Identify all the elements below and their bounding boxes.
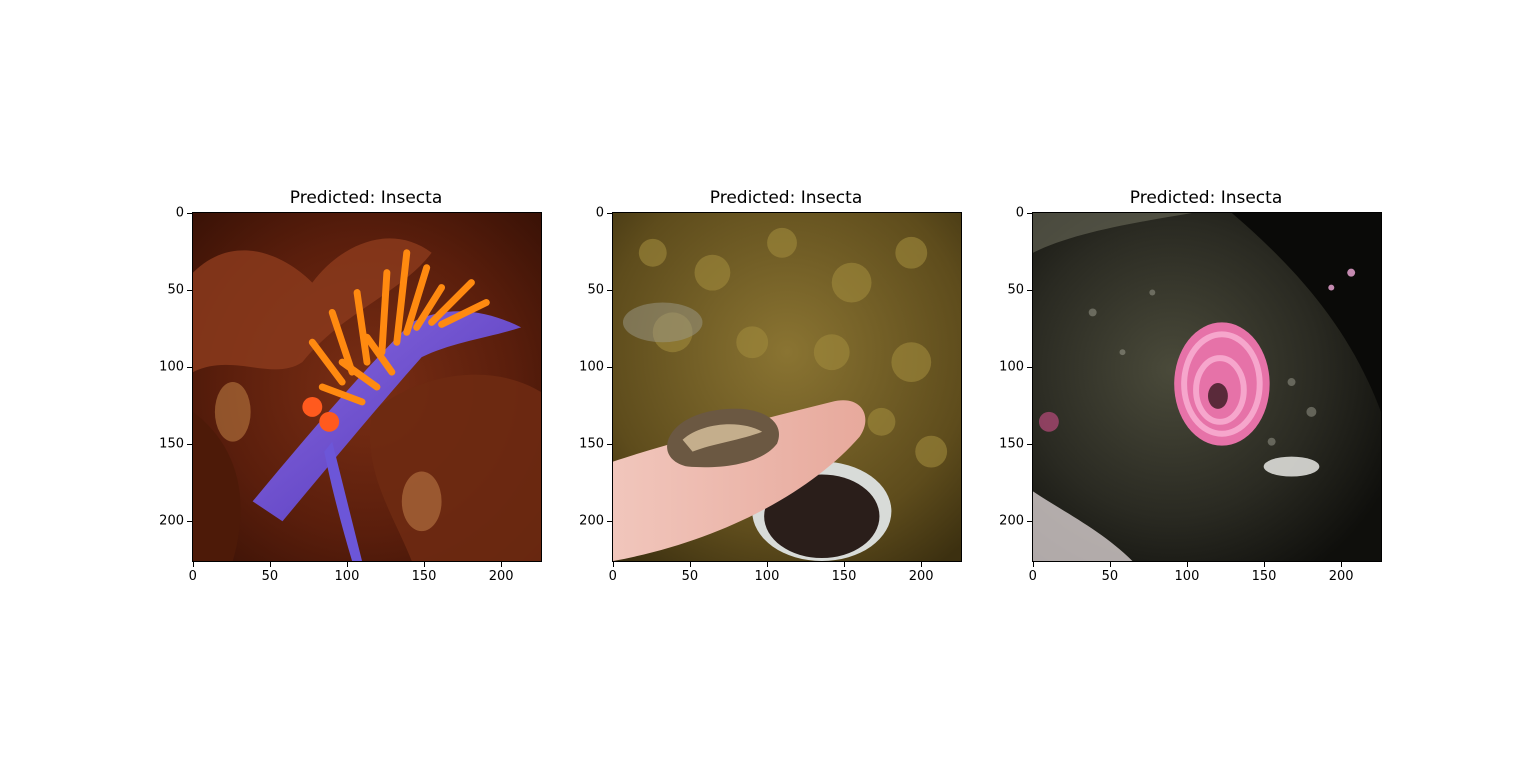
x-tick-label: 0 bbox=[609, 569, 617, 584]
y-tick-label: 100 bbox=[999, 359, 1024, 374]
x-tick-label: 0 bbox=[1029, 569, 1037, 584]
x-tick-label: 150 bbox=[412, 569, 437, 584]
y-tick-mark bbox=[1027, 213, 1032, 214]
x-tick-label: 150 bbox=[1252, 569, 1277, 584]
x-tick-mark bbox=[501, 562, 502, 567]
x-tick-label: 100 bbox=[335, 569, 360, 584]
y-tick-mark bbox=[187, 444, 192, 445]
x-tick-mark bbox=[1110, 562, 1111, 567]
y-tick-mark bbox=[607, 213, 612, 214]
y-tick-mark bbox=[607, 521, 612, 522]
x-tick-mark bbox=[1033, 562, 1034, 567]
x-tick-mark bbox=[921, 562, 922, 567]
x-tick-label: 200 bbox=[909, 569, 934, 584]
x-tick-mark bbox=[613, 562, 614, 567]
subplot-title: Predicted: Insecta bbox=[576, 188, 996, 208]
y-tick-mark bbox=[187, 213, 192, 214]
x-tick-mark bbox=[1264, 562, 1265, 567]
x-tick-label: 50 bbox=[262, 569, 279, 584]
x-tick-mark bbox=[844, 562, 845, 567]
y-tick-label: 150 bbox=[159, 437, 184, 452]
subplot-3: Predicted: Insecta bbox=[996, 180, 1416, 600]
subplot-title: Predicted: Insecta bbox=[156, 188, 576, 208]
y-tick-label: 100 bbox=[159, 359, 184, 374]
y-tick-label: 50 bbox=[587, 282, 604, 297]
y-tick-label: 0 bbox=[596, 205, 604, 220]
y-tick-mark bbox=[187, 521, 192, 522]
y-tick-mark bbox=[607, 367, 612, 368]
y-tick-mark bbox=[187, 290, 192, 291]
y-tick-mark bbox=[607, 290, 612, 291]
x-tick-mark bbox=[1341, 562, 1342, 567]
y-tick-label: 0 bbox=[1016, 205, 1024, 220]
x-tick-mark bbox=[690, 562, 691, 567]
y-tick-mark bbox=[1027, 367, 1032, 368]
x-tick-label: 0 bbox=[189, 569, 197, 584]
y-tick-label: 200 bbox=[159, 514, 184, 529]
y-tick-label: 200 bbox=[579, 514, 604, 529]
image-axes bbox=[612, 212, 962, 562]
y-tick-label: 0 bbox=[176, 205, 184, 220]
y-tick-label: 200 bbox=[999, 514, 1024, 529]
y-tick-mark bbox=[607, 444, 612, 445]
subplot-2: Predicted: Insecta bbox=[576, 180, 996, 600]
y-tick-mark bbox=[187, 367, 192, 368]
shell-on-finger-image bbox=[613, 213, 961, 561]
x-tick-mark bbox=[270, 562, 271, 567]
y-tick-mark bbox=[1027, 521, 1032, 522]
y-tick-mark bbox=[1027, 444, 1032, 445]
y-tick-label: 50 bbox=[1007, 282, 1024, 297]
pink-egg-coil-image bbox=[1033, 213, 1381, 561]
y-tick-mark bbox=[1027, 290, 1032, 291]
y-tick-label: 150 bbox=[579, 437, 604, 452]
image-axes bbox=[192, 212, 542, 562]
x-tick-label: 100 bbox=[1175, 569, 1200, 584]
x-tick-label: 50 bbox=[682, 569, 699, 584]
x-tick-label: 150 bbox=[832, 569, 857, 584]
x-tick-mark bbox=[767, 562, 768, 567]
subplot-1: Predicted: Insecta bbox=[156, 180, 576, 600]
y-tick-label: 150 bbox=[999, 437, 1024, 452]
y-tick-label: 100 bbox=[579, 359, 604, 374]
x-tick-mark bbox=[347, 562, 348, 567]
image-axes bbox=[1032, 212, 1382, 562]
y-tick-label: 50 bbox=[167, 282, 184, 297]
subplot-title: Predicted: Insecta bbox=[996, 188, 1416, 208]
x-tick-label: 50 bbox=[1102, 569, 1119, 584]
x-tick-mark bbox=[424, 562, 425, 567]
x-tick-mark bbox=[193, 562, 194, 567]
x-tick-label: 100 bbox=[755, 569, 780, 584]
x-tick-label: 200 bbox=[1329, 569, 1354, 584]
nudibranch-image bbox=[193, 213, 541, 561]
x-tick-mark bbox=[1187, 562, 1188, 567]
x-tick-label: 200 bbox=[489, 569, 514, 584]
